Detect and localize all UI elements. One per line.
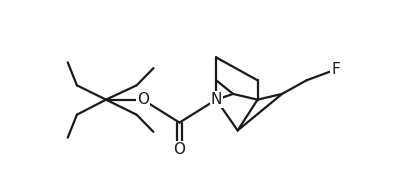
- Text: F: F: [331, 62, 340, 77]
- Text: N: N: [211, 92, 222, 107]
- Text: O: O: [173, 142, 186, 157]
- Text: O: O: [137, 92, 149, 107]
